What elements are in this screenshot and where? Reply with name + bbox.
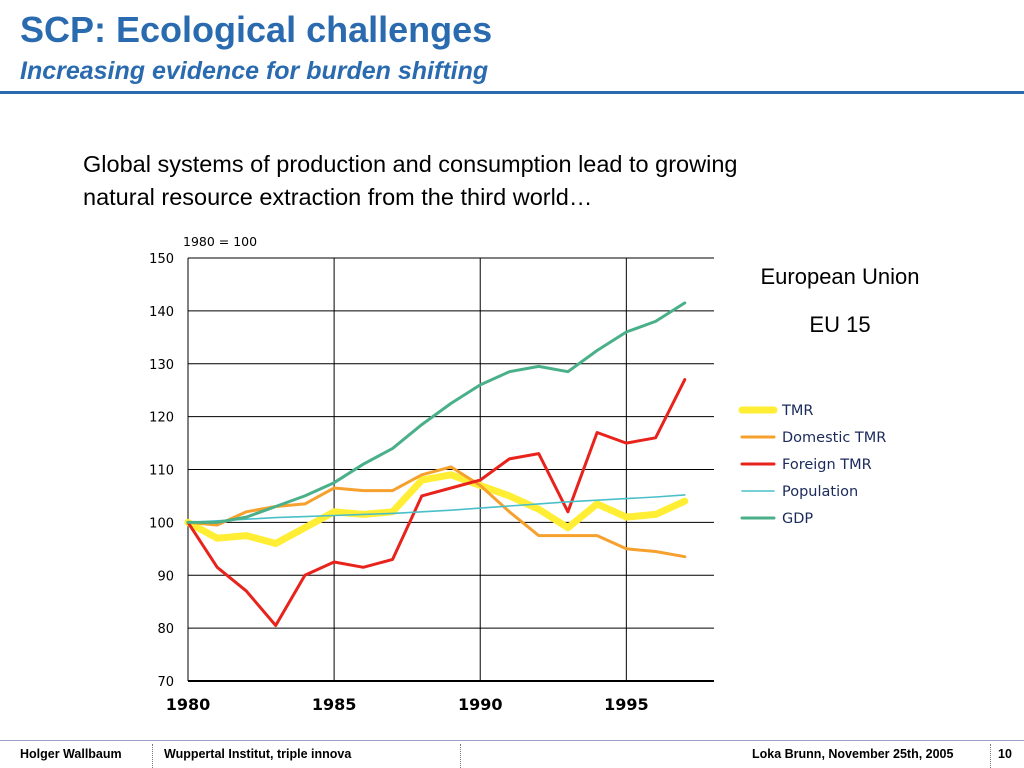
- legend-label-population: Population: [782, 484, 858, 500]
- series-line-gdp: [186, 301, 687, 524]
- y-tick-label: 80: [157, 622, 174, 637]
- line-chart: 70 80 90 100 110 120 130 140 150 1980 1985 1990 1995…: [149, 234, 886, 714]
- series-line-tmr: [184, 471, 689, 547]
- legend-label-foreign-tmr: Foreign TMR: [782, 457, 872, 473]
- footer-separator: [152, 744, 153, 768]
- y-tick-label: 140: [149, 305, 174, 320]
- region-sublabel: EU 15: [809, 312, 871, 337]
- legend-label-domestic-tmr: Domestic TMR: [782, 430, 886, 446]
- footer-author: Holger Wallbaum: [20, 747, 122, 761]
- footer-event: Loka Brunn, November 25th, 2005: [752, 747, 954, 761]
- footer-institution: Wuppertal Institut, triple innova: [164, 747, 352, 761]
- y-tick-label: 150: [149, 252, 174, 267]
- intro-text: Global systems of production and consump…: [83, 148, 943, 214]
- title-divider: [0, 91, 1024, 94]
- y-tick-label: 110: [149, 464, 174, 479]
- y-tick-label: 130: [149, 358, 174, 373]
- region-label: European Union: [760, 264, 920, 289]
- footer-separator: [990, 744, 991, 768]
- baseline-annotation: 1980 = 100: [183, 234, 257, 249]
- x-tick-label: 1995: [604, 695, 649, 714]
- footer-divider: [0, 740, 1024, 741]
- y-tick-label: 90: [157, 569, 174, 584]
- intro-line-2: natural resource extraction from the thi…: [83, 184, 593, 210]
- legend-label-gdp: GDP: [782, 511, 813, 527]
- legend-label-tmr: TMR: [781, 403, 813, 419]
- slide-title: SCP: Ecological challenges: [20, 9, 493, 50]
- footer-separator: [460, 744, 461, 768]
- x-tick-label: 1980: [166, 695, 211, 714]
- x-tick-label: 1985: [312, 695, 357, 714]
- series-line-foreign-tmr: [186, 378, 687, 627]
- y-tick-label: 100: [149, 516, 174, 531]
- footer-page-number: 10: [998, 747, 1012, 761]
- slide-subtitle: Increasing evidence for burden shifting: [20, 57, 489, 85]
- intro-line-1: Global systems of production and consump…: [83, 151, 738, 177]
- y-tick-label: 70: [157, 675, 174, 690]
- x-tick-label: 1990: [458, 695, 503, 714]
- series-line-population: [187, 494, 686, 524]
- y-tick-label: 120: [149, 411, 174, 426]
